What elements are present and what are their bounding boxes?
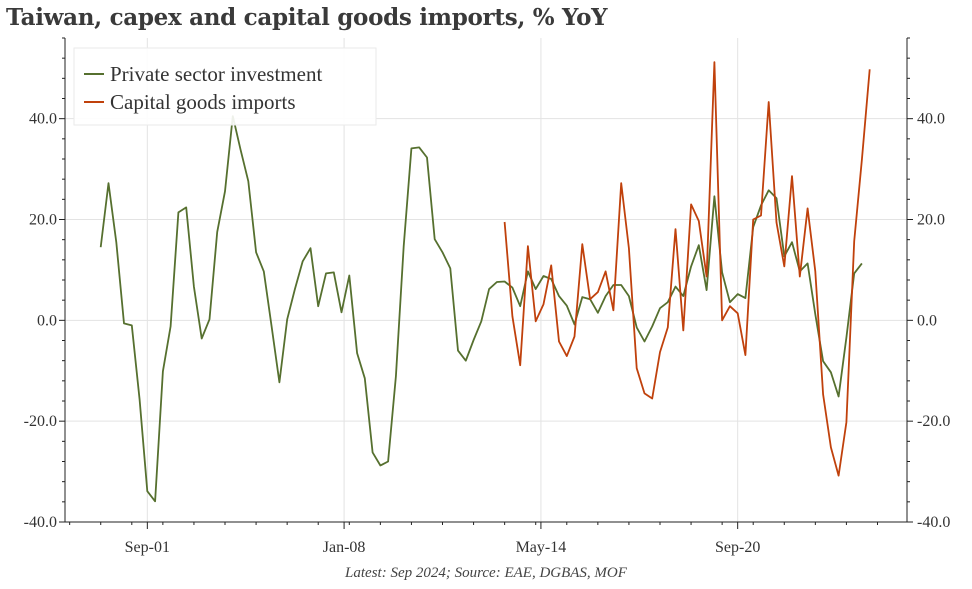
y-tick-label-right: 0.0 — [917, 312, 937, 329]
legend-label: Capital goods imports — [110, 90, 296, 114]
y-tick-label-right: 20.0 — [917, 212, 945, 229]
x-tick-label: Jan-08 — [323, 539, 366, 556]
source-note: Latest: Sep 2024; Source: EAE, DGBAS, MO… — [345, 565, 627, 581]
y-tick-label-left: 40.0 — [29, 111, 57, 128]
y-tick-label-right: -40.0 — [917, 514, 950, 531]
y-tick-label-left: -40.0 — [24, 514, 57, 531]
x-tick-label: Sep-20 — [715, 539, 760, 556]
legend-box — [73, 47, 377, 126]
y-tick-label-right: -20.0 — [917, 413, 950, 430]
series-line-private-investment — [99, 115, 863, 503]
legend-label: Private sector investment — [110, 62, 322, 86]
series-line-capital-goods-imports — [503, 61, 871, 477]
x-tick-label: May-14 — [516, 539, 567, 556]
chart-title: Taiwan, capex and capital goods imports,… — [6, 4, 608, 31]
y-tick-label-right: 40.0 — [917, 111, 945, 128]
x-tick-label: Sep-01 — [125, 539, 170, 556]
y-tick-label-left: 20.0 — [29, 212, 57, 229]
y-tick-label-left: -20.0 — [24, 413, 57, 430]
y-tick-label-left: 0.0 — [37, 312, 57, 329]
